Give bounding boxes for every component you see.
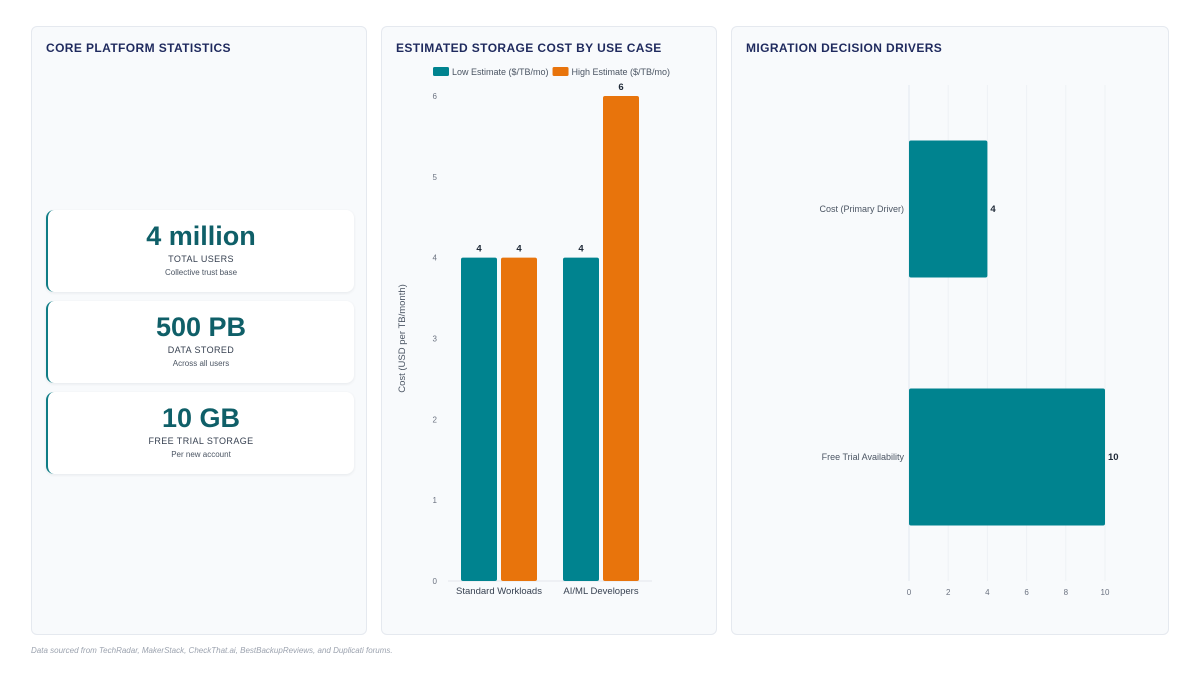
x-tick-label: Standard Workloads: [456, 586, 542, 597]
stat-label: TOTAL USERS: [168, 254, 234, 264]
bar-data-label: 4: [990, 204, 996, 215]
stat-value: 10 GB: [161, 403, 241, 433]
y-category-label: Free Trial Availability: [822, 452, 905, 462]
x-tick-label: 6: [1024, 588, 1029, 597]
x-tick-label: 10: [1101, 588, 1110, 597]
y-axis-label: Cost (USD per TB/month): [397, 284, 408, 393]
panel-title: ESTIMATED STORAGE COST BY USE CASE: [396, 41, 662, 55]
migration-drivers-panel: MIGRATION DECISION DRIVERS 0 2 4 6 8 10 4 Cost …: [731, 26, 1169, 635]
x-tick-label: 0: [907, 588, 912, 597]
x-tick-label: 4: [985, 588, 990, 597]
bar-data-label: 4: [476, 244, 482, 255]
stat-card-trial: 10 GB FREE TRIAL STORAGE Per new account: [46, 392, 354, 474]
bar-low: [563, 257, 599, 581]
bar-high: [603, 96, 639, 581]
stat-subtext: Across all users: [172, 359, 230, 368]
y-category-label: Cost (Primary Driver): [820, 204, 905, 214]
driver-bar: [909, 388, 1105, 526]
stat-card-users: 4 million TOTAL USERS Collective trust b…: [46, 210, 354, 292]
driver-bar: [909, 140, 988, 278]
legend-swatch: [552, 67, 569, 76]
stat-label: DATA STORED: [167, 345, 235, 355]
y-tick-label: 5: [433, 173, 438, 182]
bar-low: [461, 257, 497, 581]
stat-value: 4 million: [146, 221, 256, 251]
source-footnote: Data sourced from TechRadar, MakerStack,…: [31, 646, 393, 655]
stat-card-data: 500 PB DATA STORED Across all users: [46, 301, 354, 383]
x-tick-label: 2: [946, 588, 951, 597]
stat-subtext: Collective trust base: [164, 268, 238, 277]
storage-cost-chart: Low Estimate ($/TB/mo) High Estimate ($/T…: [397, 67, 671, 597]
legend-swatch: [433, 67, 449, 76]
bar-data-label: 4: [516, 244, 522, 255]
y-tick-label: 4: [433, 254, 438, 263]
panel-title: MIGRATION DECISION DRIVERS: [746, 41, 943, 55]
x-tick-label: 8: [1064, 588, 1069, 597]
y-tick-label: 6: [433, 92, 438, 101]
y-tick-label: 2: [433, 415, 438, 424]
y-tick-label: 0: [433, 577, 438, 586]
bar-data-label: 6: [618, 82, 623, 93]
bar-high: [501, 257, 537, 581]
storage-cost-panel: ESTIMATED STORAGE COST BY USE CASE Low E…: [381, 26, 717, 635]
bar-data-label: 10: [1108, 452, 1119, 463]
legend-label: High Estimate ($/TB/mo): [572, 67, 671, 77]
stat-subtext: Per new account: [171, 450, 231, 459]
x-tick-label: AI/ML Developers: [563, 586, 638, 597]
bar-data-label: 4: [578, 244, 584, 255]
y-tick-label: 1: [433, 496, 438, 505]
migration-drivers-chart: 0 2 4 6 8 10 4 Cost (Primary Driver) 10 Free Tria…: [820, 85, 1119, 597]
stat-value: 500 PB: [155, 312, 247, 342]
y-tick-label: 3: [433, 335, 438, 344]
core-stats-panel: CORE PLATFORM STATISTICS 4 million TOTAL…: [31, 26, 367, 635]
legend-label: Low Estimate ($/TB/mo): [452, 67, 549, 77]
stat-label: FREE TRIAL STORAGE: [148, 436, 254, 446]
panel-title: CORE PLATFORM STATISTICS: [46, 41, 231, 55]
